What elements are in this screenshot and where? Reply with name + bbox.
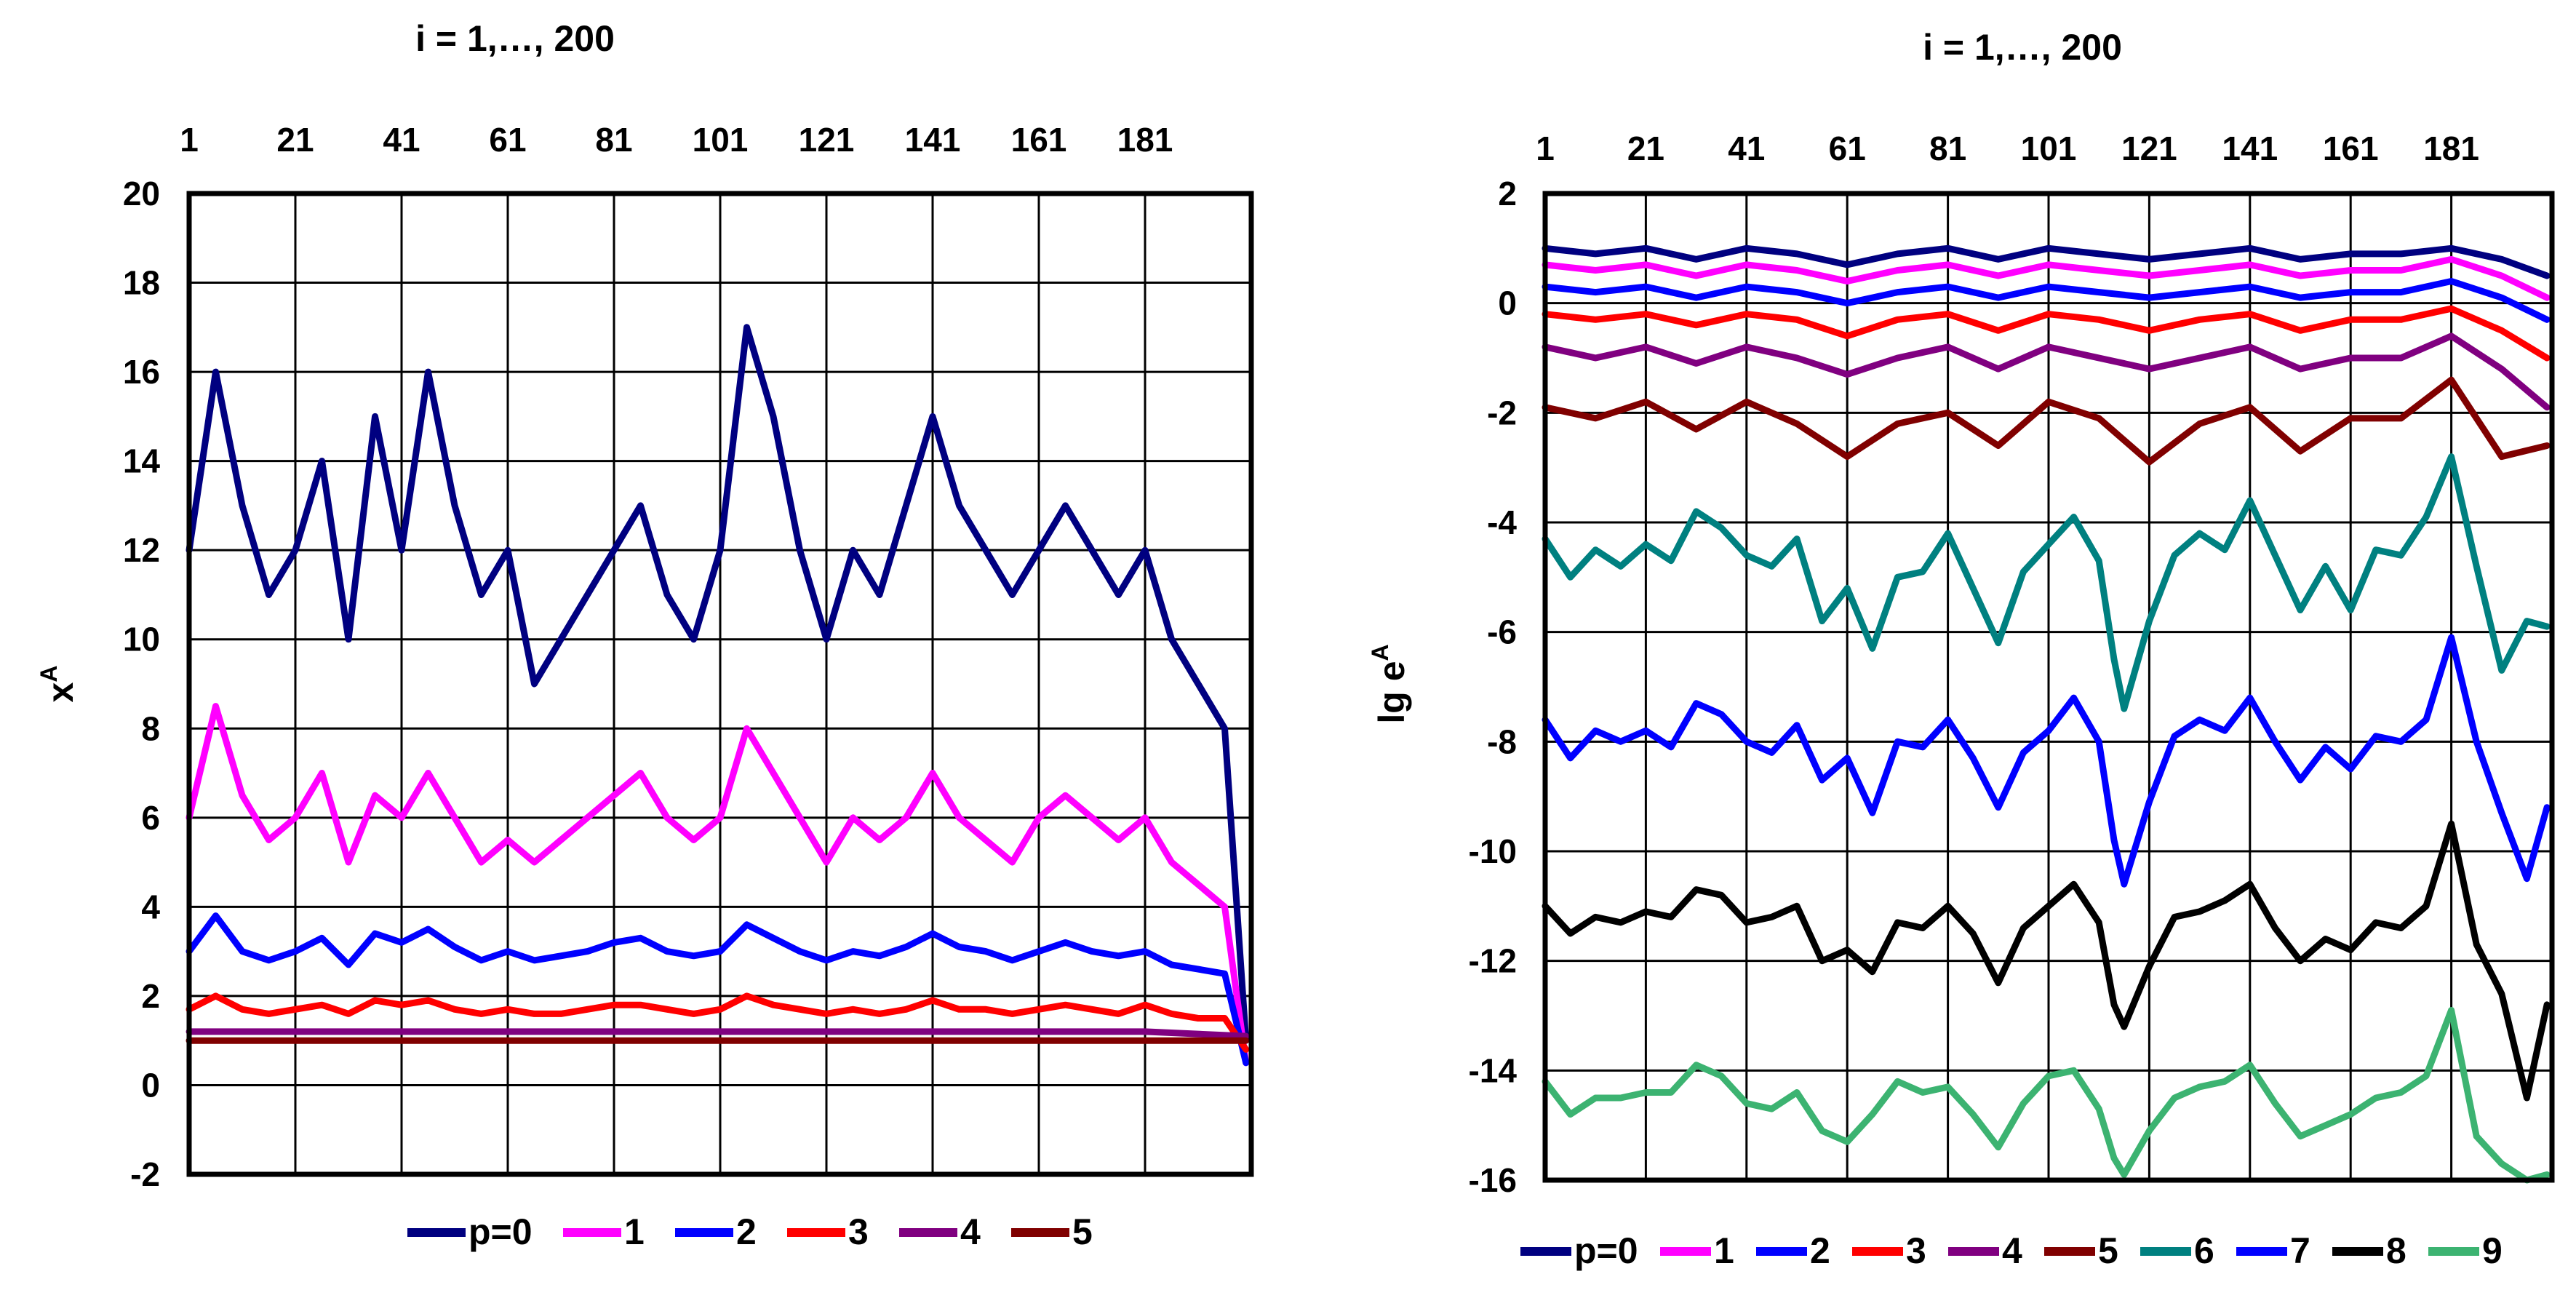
y-tick-label: 20 [123,175,160,212]
x-tick-label: 61 [1829,130,1866,167]
series-line-1 [1542,255,2551,301]
legend-label: 6 [2194,1230,2214,1271]
x-tick-labels: 1 21 41 61 81 101 121 141 161 181 [180,121,1173,159]
y-tick-label: 2 [141,977,160,1015]
x-tick-label: 21 [1627,130,1664,167]
series-line-5 [1542,376,2551,466]
y-axis-label: lg eA [1367,644,1412,723]
x-tick-label: 141 [2222,130,2278,167]
y-tick-label: -2 [1487,394,1517,431]
series-group [186,324,1250,1067]
legend: p=0 1 2 3 4 5 [407,1211,1093,1252]
series-line-8 [1542,820,2551,1102]
series-line-4 [1542,333,2551,411]
series-line-0 [186,324,1250,1044]
y-tick-label: 12 [123,531,160,569]
x-tick-label: 81 [1929,130,1966,167]
series-line-4 [186,1028,1250,1040]
x-tick-labels: 1 21 41 61 81 101 121 141 161 181 [1536,130,2479,167]
legend: p=0 1 2 3 4 5 6 7 8 9 [1520,1230,2503,1271]
series-line-2 [186,912,1250,1067]
legend-label: 7 [2290,1230,2310,1271]
legend-label: p=0 [468,1211,533,1252]
legend-label: 1 [1714,1230,1734,1271]
y-tick-label: 10 [123,621,160,658]
legend-label: 2 [736,1211,757,1252]
y-tick-label: 6 [141,799,160,837]
x-tick-label: 61 [489,121,526,159]
x-tick-label: 41 [1728,130,1765,167]
series-line-0 [1542,244,2551,279]
legend-label: 2 [1810,1230,1830,1271]
legend-label: p=0 [1574,1230,1638,1271]
y-axis-label-superscript: A [36,666,62,682]
y-tick-label: 4 [141,888,160,925]
legend-label: 1 [624,1211,645,1252]
legend-label: 3 [1906,1230,1926,1271]
y-tick-label: 0 [1498,284,1517,322]
chart-title: i = 1,…, 200 [1923,27,2122,68]
x-tick-label: 81 [595,121,632,159]
legend-label: 9 [2482,1230,2503,1271]
series-group [1542,244,2551,1184]
x-tick-label: 101 [2021,130,2077,167]
y-tick-label: 14 [123,442,161,480]
grid [1545,192,2552,1182]
y-axis-label-superscript: A [1367,644,1393,661]
y-tick-label: -6 [1487,613,1517,651]
x-tick-label: 121 [799,121,855,159]
series-line-1 [186,703,1250,1067]
x-tick-label: 121 [2121,130,2177,167]
legend-label: 4 [960,1211,981,1252]
legend-label: 8 [2386,1230,2406,1271]
y-axis-label: xA [36,666,81,703]
y-tick-label: -4 [1487,503,1517,541]
series-line-9 [1542,1007,2551,1184]
y-tick-label: 18 [123,264,160,302]
series-line-7 [1542,634,2551,888]
chart-lg-e-a: i = 1,…, 200 1 21 41 61 81 101 121 141 161 181 20… [1367,27,2555,1271]
x-tick-label: 141 [905,121,961,159]
y-tick-label: 8 [141,709,160,747]
x-tick-label: 21 [276,121,314,159]
grid [189,192,1251,1176]
plot-frame [1542,191,2555,1183]
y-tick-label: -10 [1469,832,1517,870]
x-tick-label: 161 [2323,130,2379,167]
legend-label: 5 [2098,1230,2118,1271]
y-tick-label: -8 [1487,722,1517,760]
series-line-6 [1542,453,2551,712]
y-tick-label: 16 [123,353,160,391]
chart-title: i = 1,…, 200 [415,18,615,59]
legend-label: 5 [1072,1211,1093,1252]
series-line-3 [1542,305,2551,362]
series-line-3 [186,992,1250,1053]
y-axis-label-base: lg e [1371,661,1412,723]
y-axis-label-base: x [40,682,81,702]
legend-label: 3 [848,1211,869,1252]
y-tick-label: -16 [1469,1161,1517,1199]
x-tick-label: 1 [180,121,199,159]
y-tick-label: 2 [1498,175,1517,212]
x-tick-label: 161 [1011,121,1067,159]
plot-frame [186,191,1254,1177]
x-tick-label: 41 [383,121,420,159]
y-tick-label: -2 [130,1155,160,1193]
x-tick-label: 101 [693,121,749,159]
series-line-2 [1542,278,2551,323]
y-tick-label: -12 [1469,942,1517,980]
y-tick-labels: 2 0 -2 -4 -6 -8 -10 -12 -14 -16 [1469,175,1518,1199]
legend-label: 4 [2002,1230,2022,1271]
y-tick-label: -14 [1469,1051,1518,1089]
x-tick-label: 181 [1117,121,1173,159]
x-tick-label: 181 [2423,130,2479,167]
y-tick-label: 0 [141,1066,160,1104]
x-tick-label: 1 [1536,130,1555,167]
chart-x-a: i = 1,…, 200 1 21 41 61 81 101 121 141 161 181 20… [36,18,1254,1252]
